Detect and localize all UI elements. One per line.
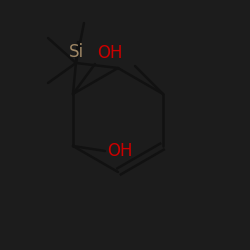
Text: OH: OH xyxy=(97,44,122,62)
Text: Si: Si xyxy=(68,43,84,61)
Text: OH: OH xyxy=(107,142,132,160)
